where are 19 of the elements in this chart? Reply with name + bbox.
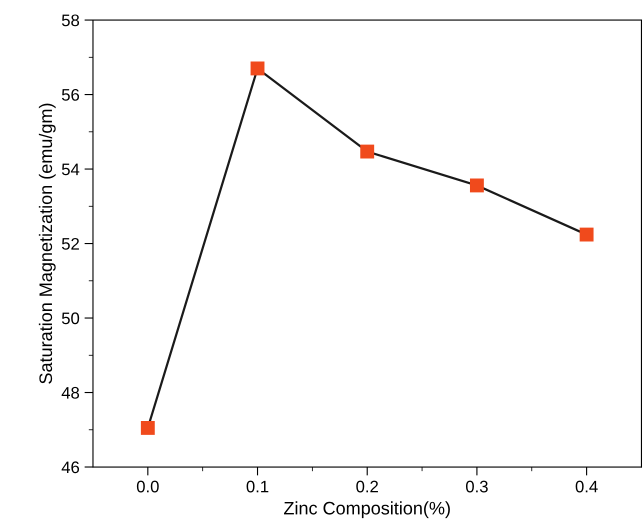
point	[470, 178, 484, 192]
x-tick-label: 0.4	[576, 480, 598, 492]
point	[580, 228, 594, 242]
x-tick-label: 0.1	[246, 480, 268, 492]
point	[360, 144, 374, 158]
y-tick-label: 46	[62, 461, 80, 474]
y-tick-label: 52	[62, 238, 79, 250]
point	[140, 420, 155, 435]
y-axis-title: Saturation Magnetization (emu/gm)	[38, 104, 56, 384]
y-tick-label: 50	[62, 312, 80, 324]
y-tick-label: 58	[62, 14, 80, 26]
x-tick-label: 0.0	[136, 480, 159, 492]
y-tick-label: 48	[62, 386, 80, 399]
y-tick-label: 54	[62, 164, 80, 176]
x-tick-label: 0.2	[356, 480, 378, 492]
x-axis-title: Zinc Composition(%)	[284, 501, 450, 518]
x-tick-label: 0.3	[466, 480, 488, 492]
point	[250, 62, 264, 76]
y-tick-label: 56	[62, 88, 80, 101]
